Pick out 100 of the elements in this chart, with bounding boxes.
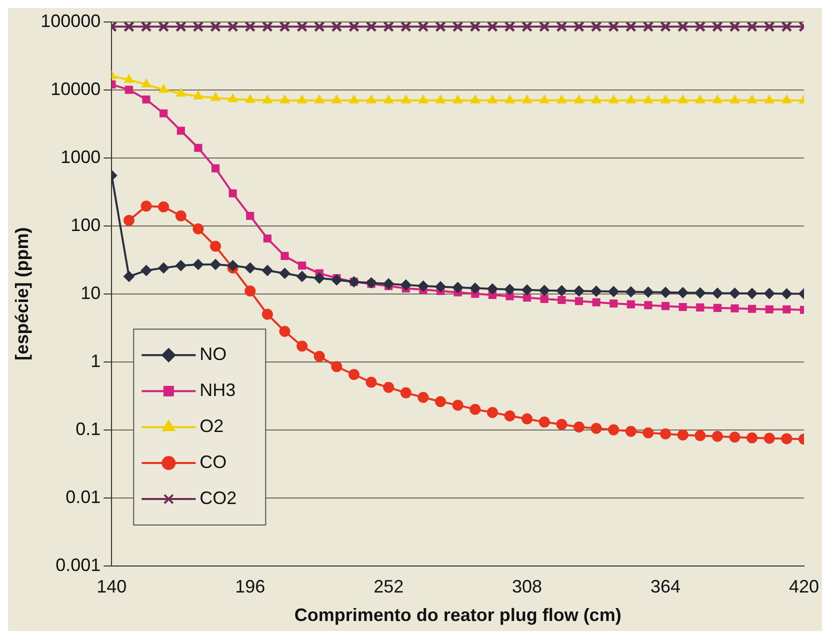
point xyxy=(746,22,758,32)
x-tick-label: 420 xyxy=(788,576,820,597)
point xyxy=(158,262,170,274)
point xyxy=(694,287,706,298)
point xyxy=(366,22,377,32)
point xyxy=(747,94,757,104)
point xyxy=(227,22,238,32)
point xyxy=(713,304,722,312)
point xyxy=(538,22,550,32)
point xyxy=(694,430,706,442)
point xyxy=(192,258,204,270)
point xyxy=(332,94,342,104)
point xyxy=(244,285,256,296)
point xyxy=(383,22,394,32)
point xyxy=(280,94,290,104)
point xyxy=(400,387,412,398)
point xyxy=(626,300,635,308)
point xyxy=(660,286,672,298)
point xyxy=(383,278,394,290)
point xyxy=(486,22,498,32)
point xyxy=(331,361,342,372)
point xyxy=(452,400,464,411)
point xyxy=(331,274,342,286)
point xyxy=(262,265,273,276)
point xyxy=(661,302,670,310)
point xyxy=(279,22,290,32)
point xyxy=(677,287,688,298)
point xyxy=(523,294,532,302)
point xyxy=(556,285,568,296)
point xyxy=(556,22,568,32)
point xyxy=(123,22,134,32)
point xyxy=(228,189,237,198)
legend-label: CO2 xyxy=(200,488,237,508)
point xyxy=(540,294,548,303)
point xyxy=(608,94,618,104)
point xyxy=(677,22,688,32)
point xyxy=(781,433,792,444)
x-axis-title: Comprimento do reator plug flow (cm) xyxy=(294,605,622,626)
point xyxy=(642,427,654,438)
y-tick-label: 1 xyxy=(90,350,101,371)
point xyxy=(678,94,688,104)
legend-label: NO xyxy=(200,344,227,364)
y-tick-label: 10000 xyxy=(50,78,101,99)
point xyxy=(470,282,481,294)
point xyxy=(452,22,464,32)
point xyxy=(590,286,602,297)
point xyxy=(262,308,273,320)
point xyxy=(279,268,290,279)
point xyxy=(626,94,636,104)
point xyxy=(158,201,170,212)
point xyxy=(590,422,602,434)
point xyxy=(314,350,325,362)
point xyxy=(452,282,464,293)
point xyxy=(608,424,620,436)
point xyxy=(660,428,672,440)
point xyxy=(262,94,272,104)
point xyxy=(140,265,152,276)
point xyxy=(556,94,566,104)
point xyxy=(210,240,222,252)
point xyxy=(592,298,600,306)
point xyxy=(366,376,377,388)
point xyxy=(643,94,654,104)
point xyxy=(175,260,186,272)
point xyxy=(123,214,134,226)
point xyxy=(210,258,222,270)
point xyxy=(470,404,481,415)
point xyxy=(677,429,688,440)
y-tick-label: 0.1 xyxy=(76,418,101,439)
point xyxy=(314,94,324,104)
point xyxy=(349,94,359,104)
point xyxy=(504,22,516,32)
point xyxy=(678,302,687,312)
point xyxy=(418,280,429,292)
point xyxy=(435,281,446,292)
point xyxy=(470,94,480,104)
point xyxy=(729,288,740,299)
legend-label: CO xyxy=(200,452,227,472)
y-tick-label: 0.01 xyxy=(66,486,101,507)
y-tick-label: 1000 xyxy=(60,146,101,167)
point xyxy=(141,78,152,88)
point xyxy=(366,277,377,288)
point xyxy=(296,22,308,32)
point xyxy=(486,283,498,294)
point xyxy=(418,392,429,403)
point xyxy=(245,94,255,103)
legend-label: O2 xyxy=(200,416,224,436)
point xyxy=(140,200,152,212)
point xyxy=(538,416,550,428)
point xyxy=(590,22,602,32)
x-tick-label: 140 xyxy=(96,576,127,597)
point xyxy=(538,284,550,296)
point xyxy=(764,22,775,32)
point xyxy=(504,410,516,422)
y-tick-label: 100000 xyxy=(40,10,101,31)
y-axis-title: [espécie] (ppm) xyxy=(12,227,32,360)
point xyxy=(573,22,584,32)
point xyxy=(348,22,360,32)
y-tick-label: 10 xyxy=(80,282,101,303)
point xyxy=(124,74,134,83)
point xyxy=(556,418,568,430)
